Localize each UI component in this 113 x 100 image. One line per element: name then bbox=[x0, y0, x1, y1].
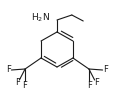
Text: F: F bbox=[15, 78, 20, 87]
Text: F: F bbox=[22, 81, 27, 90]
Text: F: F bbox=[6, 65, 11, 74]
Text: F: F bbox=[102, 65, 107, 74]
Text: F: F bbox=[93, 78, 98, 87]
Text: F: F bbox=[86, 81, 91, 90]
Text: H$_2$N: H$_2$N bbox=[30, 11, 49, 24]
